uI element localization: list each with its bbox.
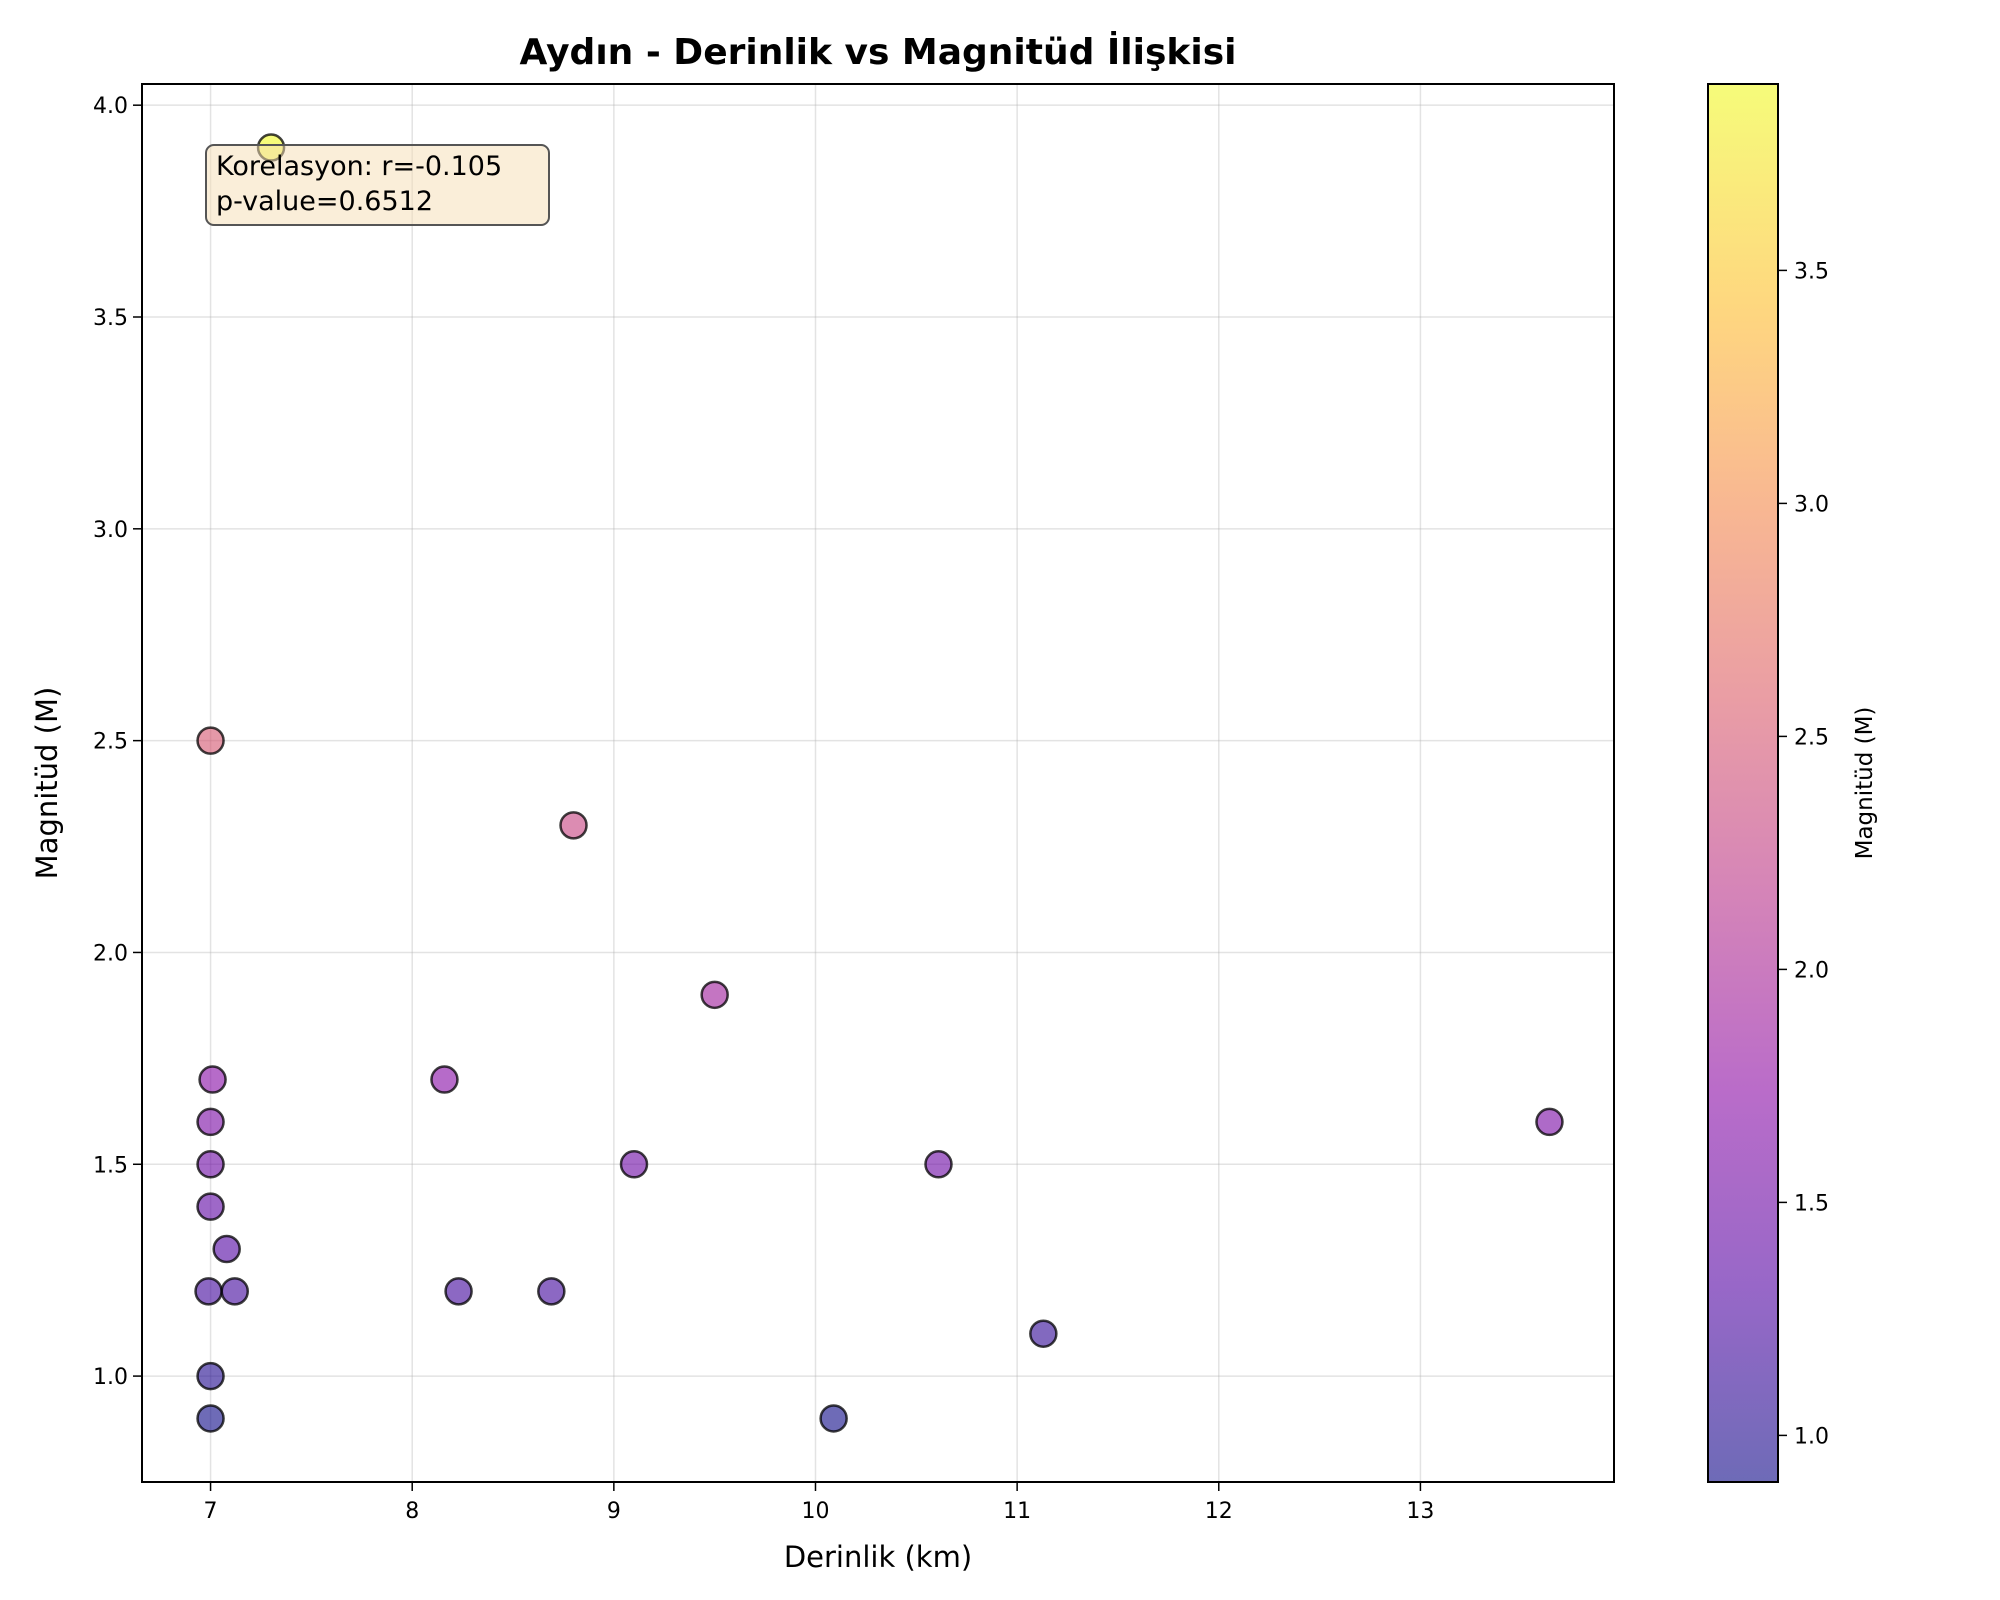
x-axis-ticks: 7 8 9 10 11 12 13 <box>204 1482 1434 1524</box>
data-point <box>196 1404 225 1433</box>
data-point <box>819 1404 848 1433</box>
annotation-p-value: p-value=0.6512 <box>216 186 433 217</box>
y-tick-label: 1.0 <box>93 1365 128 1390</box>
x-tick-label: 11 <box>1003 1499 1031 1524</box>
colorbar-tick-label: 1.0 <box>1794 1424 1829 1449</box>
data-point <box>700 980 729 1010</box>
data-point <box>196 1192 225 1221</box>
plot-frame <box>141 83 1615 1483</box>
data-point <box>196 1107 225 1137</box>
colorbar-label: Magnitüd (M) <box>1852 707 1878 860</box>
colorbar-tick-label: 2.5 <box>1794 725 1829 750</box>
data-point <box>537 1277 566 1306</box>
data-point <box>444 1277 473 1306</box>
data-points <box>194 133 1564 1433</box>
data-point <box>196 726 225 755</box>
data-point <box>198 1065 227 1094</box>
x-tick-label: 8 <box>405 1499 419 1524</box>
data-point <box>1029 1319 1058 1348</box>
data-point <box>1535 1107 1564 1137</box>
grid-lines <box>142 84 1614 1482</box>
x-tick-label: 13 <box>1406 1499 1434 1524</box>
y-tick-label: 3.5 <box>93 306 128 331</box>
colorbar-tick-label: 3.0 <box>1794 492 1829 517</box>
data-point <box>430 1065 459 1094</box>
y-tick-label: 1.5 <box>93 1153 128 1178</box>
y-axis-label: Magnitüd (M) <box>30 687 64 880</box>
x-tick-label: 10 <box>801 1499 829 1524</box>
y-tick-label: 3.0 <box>93 518 128 543</box>
data-point <box>212 1234 241 1264</box>
y-axis-ticks: 1.0 1.5 2.0 2.5 3.0 3.5 4.0 <box>93 94 142 1390</box>
chart-title: Aydın - Derinlik vs Magnitüd İlişkisi <box>520 31 1237 73</box>
x-tick-label: 12 <box>1205 1499 1233 1524</box>
colorbar-frame <box>1707 83 1779 1483</box>
y-tick-label: 4.0 <box>93 94 128 119</box>
colorbar-gradient <box>1708 84 1778 1482</box>
colorbar: 1.0 1.5 2.0 2.5 3.0 3.5 Magnitüd (M) <box>1707 83 1878 1483</box>
data-point <box>924 1150 953 1179</box>
x-tick-label: 7 <box>204 1499 218 1524</box>
data-point <box>196 1361 225 1391</box>
colorbar-ticks: 1.0 1.5 2.0 2.5 3.0 3.5 <box>1778 259 1829 1449</box>
data-point <box>619 1150 649 1179</box>
annotation-box <box>205 144 550 226</box>
colorbar-tick-label: 1.5 <box>1794 1191 1829 1216</box>
correlation-annotation: Korelasyon: r=-0.105 p-value=0.6512 <box>205 144 550 226</box>
x-axis-label: Derinlik (km) <box>784 1540 972 1574</box>
colorbar-tick-label: 2.0 <box>1794 958 1829 983</box>
annotation-correlation: Korelasyon: r=-0.105 <box>216 151 502 182</box>
data-point <box>194 1277 223 1306</box>
data-point <box>220 1277 250 1306</box>
data-point <box>196 1150 225 1179</box>
colorbar-tick-label: 3.5 <box>1794 259 1829 284</box>
data-point <box>559 811 588 840</box>
x-tick-label: 9 <box>607 1499 621 1524</box>
y-tick-label: 2.5 <box>93 730 128 755</box>
y-tick-label: 2.0 <box>93 941 128 966</box>
